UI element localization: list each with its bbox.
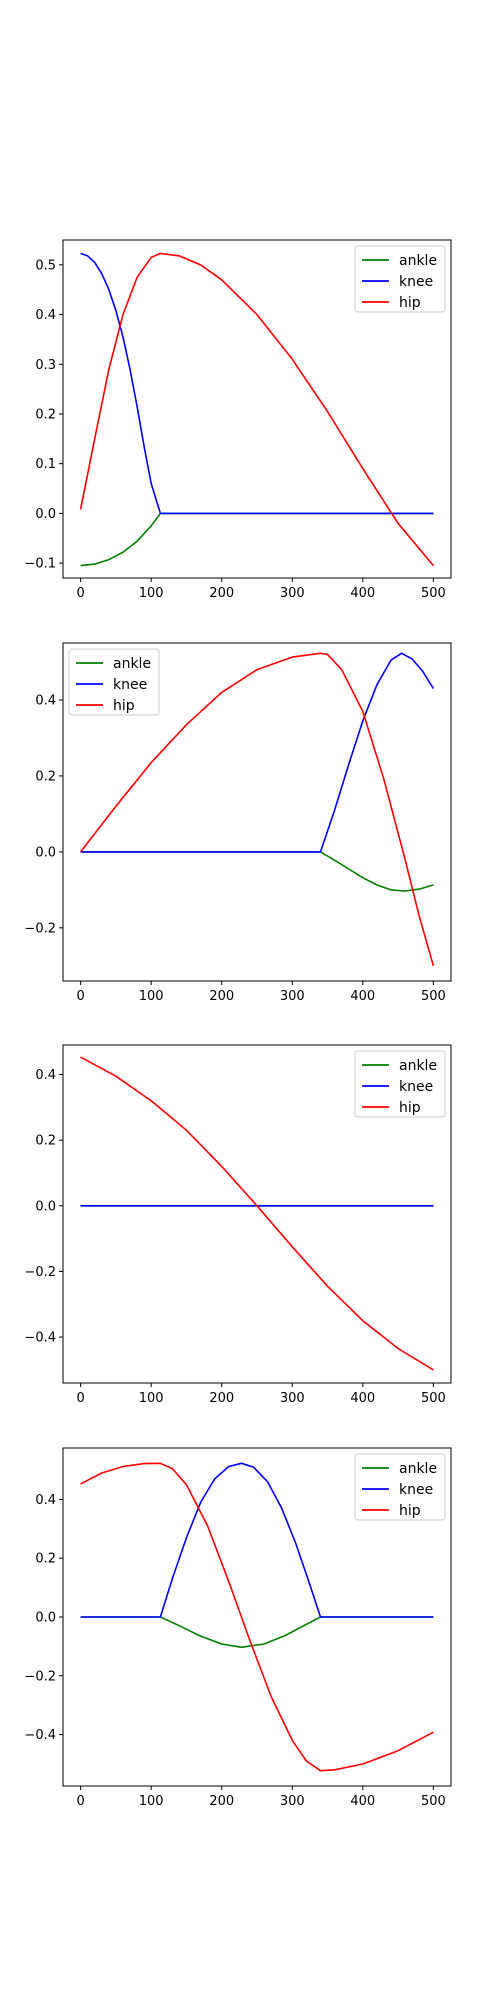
y-tick-label: 0.4	[35, 308, 56, 323]
series-hip-line	[79, 252, 435, 567]
legend-label-knee: knee	[399, 274, 433, 290]
x-tick-label: 300	[280, 989, 305, 1004]
x-tick-label: 400	[350, 1794, 375, 1809]
series-knee-line	[80, 252, 434, 515]
x-tick-label: 400	[350, 989, 375, 1004]
series-ankle-line	[80, 512, 434, 567]
legend-label-hip: hip	[399, 1503, 421, 1519]
x-tick-label: 0	[76, 989, 84, 1004]
y-tick-label: −0.2	[24, 1265, 56, 1280]
y-tick-label: 0.4	[35, 693, 56, 708]
x-tick-label: 200	[209, 1391, 234, 1406]
legend-label-knee: knee	[399, 1482, 433, 1498]
legend-label-ankle: ankle	[399, 253, 437, 269]
legend-label-hip: hip	[399, 1100, 421, 1116]
x-tick-label: 200	[209, 1794, 234, 1809]
x-tick-label: 400	[350, 586, 375, 601]
x-tick-label: 100	[139, 1391, 164, 1406]
x-tick-label: 400	[350, 1391, 375, 1406]
legend-label-ankle: ankle	[399, 1058, 437, 1074]
series-hip-line	[79, 652, 435, 967]
legend-box	[354, 245, 446, 313]
legend-label-hip: hip	[113, 698, 135, 714]
y-tick-label: −0.4	[24, 1728, 56, 1743]
legend: ankle knee hip	[354, 245, 446, 313]
plot-frame	[62, 642, 452, 982]
y-tick-label: 0.0	[35, 1199, 56, 1214]
y-tick-label: 0.2	[35, 769, 56, 784]
y-tick-label: 0.2	[35, 1552, 56, 1567]
y-tick-label: 0.2	[35, 1134, 56, 1149]
y-tick-label: −0.2	[24, 1669, 56, 1684]
chart-1: 0 100 200 300 400 500 −0.1 0.0 0.1 0.2 0.3 0.4 0.5 an…	[24, 239, 452, 601]
y-tick-label: 0.4	[35, 1493, 56, 1508]
chart-2: 0 100 200 300 400 500 −0.2 0.0 0.2 0.4 ankle knee hi…	[24, 642, 452, 1004]
legend: ankle knee hip	[68, 648, 160, 716]
legend-box	[354, 1050, 446, 1118]
x-tick-label: 500	[421, 1794, 446, 1809]
x-tick-label: 0	[76, 586, 84, 601]
legend-label-knee: knee	[113, 677, 147, 693]
y-tick-label: 0.3	[35, 358, 56, 373]
y-tick-label: 0.2	[35, 407, 56, 422]
x-tick-label: 200	[209, 586, 234, 601]
plot-frame	[62, 239, 452, 579]
x-tick-label: 300	[280, 1391, 305, 1406]
x-tick-label: 0	[76, 1391, 84, 1406]
y-tick-label: −0.2	[24, 921, 56, 936]
x-tick-label: 100	[139, 586, 164, 601]
x-tick-label: 100	[139, 1794, 164, 1809]
x-tick-label: 300	[280, 586, 305, 601]
chart-3: 0 100 200 300 400 500 −0.4 −0.2 0.0 0.2 0.4 ankle kn…	[24, 1044, 452, 1406]
y-tick-label: 0.5	[35, 258, 56, 273]
chart-4: 0 100 200 300 400 500 −0.4 −0.2 0.0 0.2 0.4 ankle kn…	[24, 1447, 452, 1809]
legend-label-hip: hip	[399, 295, 421, 311]
y-tick-label: 0.0	[35, 845, 56, 860]
y-tick-label: −0.1	[24, 557, 56, 572]
series-knee-line	[80, 652, 435, 853]
series-knee-line	[80, 1462, 434, 1618]
legend-box	[354, 1453, 446, 1521]
x-tick-label: 500	[421, 989, 446, 1004]
legend-label-ankle: ankle	[399, 1461, 437, 1477]
series-hip-line	[80, 1056, 434, 1371]
x-tick-label: 100	[139, 989, 164, 1004]
legend: ankle knee hip	[354, 1453, 446, 1521]
x-tick-label: 300	[280, 1794, 305, 1809]
y-tick-label: 0.0	[35, 1611, 56, 1626]
x-tick-label: 500	[421, 1391, 446, 1406]
y-tick-label: 0.4	[35, 1068, 56, 1083]
x-tick-label: 0	[76, 1794, 84, 1809]
legend-box	[68, 648, 160, 716]
series-ankle-line	[80, 1616, 434, 1649]
x-tick-label: 500	[421, 586, 446, 601]
legend-label-knee: knee	[399, 1079, 433, 1095]
y-tick-label: −0.4	[24, 1331, 56, 1346]
y-tick-label: 0.0	[35, 507, 56, 522]
legend-label-ankle: ankle	[113, 656, 151, 672]
series-ankle-line	[80, 851, 434, 892]
y-tick-label: 0.1	[35, 457, 56, 472]
x-tick-label: 200	[209, 989, 234, 1004]
plot-frame	[62, 1044, 452, 1384]
series-hip-line	[80, 1462, 434, 1772]
legend: ankle knee hip	[354, 1050, 446, 1118]
